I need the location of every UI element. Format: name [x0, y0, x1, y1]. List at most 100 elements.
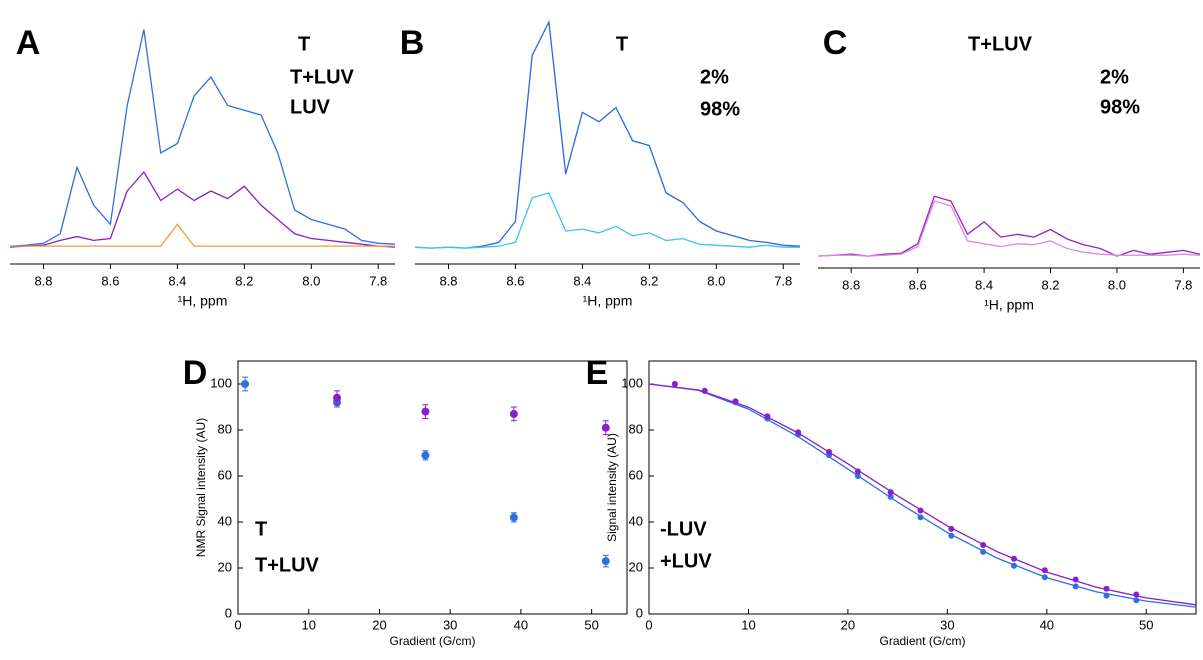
x-tick-label: 8.2 — [640, 273, 658, 288]
x-tick-label: 8.6 — [101, 273, 119, 288]
x-tick-label: 20 — [372, 617, 386, 632]
x-tick-label: 30 — [443, 617, 457, 632]
data-point — [509, 513, 518, 522]
x-tick-label: 0 — [645, 617, 652, 632]
spectrum-line — [817, 200, 1201, 257]
x-tick-label: 8.6 — [909, 277, 927, 292]
x-tick-label: 50 — [584, 617, 598, 632]
data-point — [333, 393, 342, 402]
y-tick-label: 20 — [629, 559, 643, 574]
data-point — [1072, 576, 1079, 583]
data-point — [1103, 592, 1110, 599]
data-point — [980, 542, 987, 548]
data-point — [421, 451, 430, 460]
x-axis-title: Gradient (G/cm) — [389, 634, 475, 648]
y-tick-label: 60 — [218, 467, 232, 482]
x-tick-label: 8.4 — [573, 273, 591, 288]
x-tick-label: 30 — [940, 617, 954, 632]
data-point — [1010, 562, 1017, 569]
spectrum-line — [10, 223, 395, 247]
data-point — [1041, 574, 1048, 581]
fit-line — [648, 383, 1197, 608]
data-point — [701, 387, 708, 394]
data-point — [421, 407, 430, 416]
x-tick-label: 50 — [1139, 617, 1153, 632]
legend-entry: 98% — [700, 98, 740, 120]
data-point — [887, 493, 894, 500]
x-tick-label: 8.8 — [34, 273, 52, 288]
x-tick-label: 8.0 — [1108, 277, 1126, 292]
legend-entry: 98% — [1100, 96, 1140, 118]
data-point — [948, 532, 955, 539]
panel-letter: B — [400, 24, 425, 62]
y-tick-label: 0 — [225, 605, 232, 620]
spectrum-line — [414, 19, 801, 249]
panel-letter: D — [183, 354, 208, 392]
x-tick-label: 8.8 — [439, 273, 457, 288]
data-point — [826, 448, 833, 455]
plot-frame — [237, 360, 628, 615]
legend-title: T+LUV — [968, 33, 1033, 55]
panel-letter: A — [16, 24, 41, 62]
x-tick-label: 7.8 — [1174, 277, 1192, 292]
x-axis-title: ¹H, ppm — [178, 293, 228, 309]
legend-entry: T — [255, 518, 267, 540]
y-tick-label: 60 — [629, 467, 643, 482]
legend-title: T — [616, 33, 628, 55]
x-tick-label: 8.0 — [707, 273, 725, 288]
data-point — [1133, 597, 1140, 604]
x-tick-label: 20 — [841, 617, 855, 632]
y-tick-label: 80 — [218, 421, 232, 436]
y-tick-label: 100 — [621, 375, 643, 390]
data-point — [854, 468, 861, 475]
x-tick-label: 8.2 — [235, 273, 253, 288]
data-point — [948, 525, 955, 532]
legend-entry: LUV — [290, 96, 331, 118]
legend-entry: 2% — [1100, 66, 1129, 88]
x-axis-title: ¹H, ppm — [583, 293, 633, 309]
plot-frame — [648, 360, 1197, 615]
data-point — [1041, 567, 1048, 574]
data-point — [1010, 555, 1017, 562]
data-point — [854, 473, 861, 479]
x-tick-label: 0 — [234, 617, 241, 632]
legend-entry: +LUV — [660, 550, 712, 572]
x-axis-title: ¹H, ppm — [984, 297, 1034, 313]
data-point — [917, 507, 924, 514]
x-tick-label: 40 — [1040, 617, 1054, 632]
y-axis-title: NMR Signal intensity (AU) — [194, 418, 208, 557]
x-tick-label: 8.8 — [842, 277, 860, 292]
y-tick-label: 0 — [636, 605, 643, 620]
spectrum-line — [9, 170, 396, 248]
data-point — [241, 380, 250, 388]
x-tick-label: 8.0 — [302, 273, 320, 288]
x-tick-label: 8.6 — [506, 273, 524, 288]
data-point — [601, 557, 610, 566]
data-point — [980, 548, 987, 555]
x-tick-label: 8.4 — [975, 277, 993, 292]
spectrum-line — [817, 195, 1201, 257]
data-point — [764, 413, 771, 420]
x-tick-label: 8.4 — [168, 273, 186, 288]
legend-entry: T+LUV — [290, 66, 355, 88]
data-point — [887, 489, 894, 496]
y-tick-label: 40 — [218, 513, 232, 528]
data-point — [601, 423, 610, 432]
x-tick-label: 10 — [741, 617, 755, 632]
legend-entry: T — [298, 33, 310, 55]
data-point — [795, 429, 802, 436]
legend-entry: -LUV — [660, 518, 707, 540]
spectrum-line — [414, 192, 800, 249]
panel-letter: E — [586, 354, 609, 392]
y-tick-label: 20 — [218, 559, 232, 574]
legend-entry: 2% — [700, 66, 729, 88]
spectrum-line — [9, 29, 396, 247]
data-point — [917, 514, 924, 521]
x-axis-title: Gradient (G/cm) — [879, 634, 965, 648]
y-tick-label: 100 — [210, 375, 232, 390]
panel-letter: C — [823, 24, 848, 62]
fit-line — [648, 383, 1197, 606]
y-axis-title: Signal intensity (AU) — [605, 433, 619, 542]
x-tick-label: 10 — [301, 617, 315, 632]
